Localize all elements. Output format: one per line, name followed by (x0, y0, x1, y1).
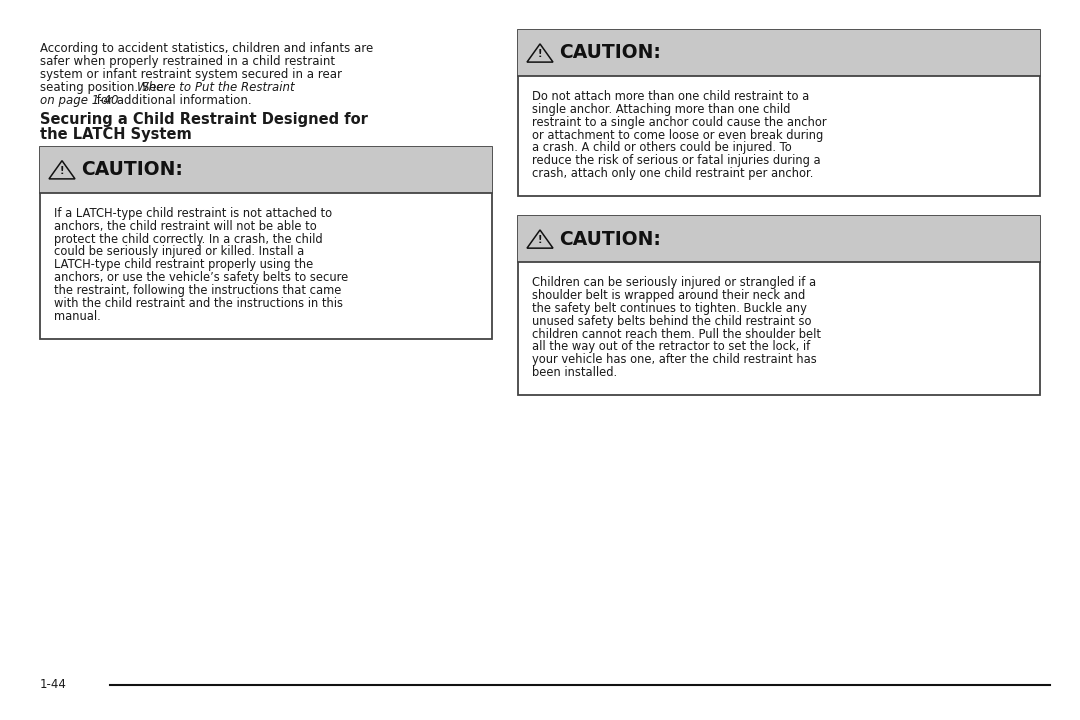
Text: Do not attach more than one child restraint to a: Do not attach more than one child restra… (532, 90, 809, 103)
Text: single anchor. Attaching more than one child: single anchor. Attaching more than one c… (532, 103, 791, 116)
Text: safer when properly restrained in a child restraint: safer when properly restrained in a chil… (40, 55, 335, 68)
Text: Where to Put the Restraint: Where to Put the Restraint (137, 81, 295, 94)
Text: or attachment to come loose or even break during: or attachment to come loose or even brea… (532, 129, 823, 142)
Text: CAUTION:: CAUTION: (559, 43, 661, 63)
Text: restraint to a single anchor could cause the anchor: restraint to a single anchor could cause… (532, 116, 826, 129)
Text: protect the child correctly. In a crash, the child: protect the child correctly. In a crash,… (54, 233, 323, 246)
Text: been installed.: been installed. (532, 366, 617, 379)
Text: the LATCH System: the LATCH System (40, 127, 192, 142)
Text: CAUTION:: CAUTION: (559, 230, 661, 248)
Text: reduce the risk of serious or fatal injuries during a: reduce the risk of serious or fatal inju… (532, 154, 821, 167)
Text: !: ! (538, 235, 542, 246)
Text: shoulder belt is wrapped around their neck and: shoulder belt is wrapped around their ne… (532, 289, 806, 302)
Text: on page 1-40: on page 1-40 (40, 94, 119, 107)
Bar (40, 147, 492, 338)
Text: your vehicle has one, after the child restraint has: your vehicle has one, after the child re… (532, 354, 816, 366)
Bar (518, 30, 1040, 196)
Text: unused safety belts behind the child restraint so: unused safety belts behind the child res… (532, 315, 811, 328)
Text: 1-44: 1-44 (40, 678, 67, 691)
Text: anchors, or use the vehicle’s safety belts to secure: anchors, or use the vehicle’s safety bel… (54, 271, 348, 284)
Text: Children can be seriously injured or strangled if a: Children can be seriously injured or str… (532, 276, 816, 289)
Text: children cannot reach them. Pull the shoulder belt: children cannot reach them. Pull the sho… (532, 328, 821, 341)
Polygon shape (49, 161, 75, 179)
Text: seating position. See: seating position. See (40, 81, 167, 94)
Text: Securing a Child Restraint Designed for: Securing a Child Restraint Designed for (40, 112, 368, 127)
Text: According to accident statistics, children and infants are: According to accident statistics, childr… (40, 42, 374, 55)
Text: If a LATCH-type child restraint is not attached to: If a LATCH-type child restraint is not a… (54, 207, 333, 220)
Text: !: ! (59, 166, 64, 176)
Text: manual.: manual. (54, 310, 100, 323)
Bar (518, 216, 1040, 395)
Text: the restraint, following the instructions that came: the restraint, following the instruction… (54, 284, 341, 297)
Text: LATCH-type child restraint properly using the: LATCH-type child restraint properly usin… (54, 258, 313, 271)
Bar (40, 147, 492, 193)
Text: a crash. A child or others could be injured. To: a crash. A child or others could be inju… (532, 141, 792, 155)
Polygon shape (527, 230, 553, 248)
Text: the safety belt continues to tighten. Buckle any: the safety belt continues to tighten. Bu… (532, 302, 807, 315)
Polygon shape (527, 44, 553, 62)
Text: system or infant restraint system secured in a rear: system or infant restraint system secure… (40, 68, 342, 81)
Text: all the way out of the retractor to set the lock, if: all the way out of the retractor to set … (532, 341, 810, 354)
Text: crash, attach only one child restraint per anchor.: crash, attach only one child restraint p… (532, 167, 813, 180)
Text: anchors, the child restraint will not be able to: anchors, the child restraint will not be… (54, 220, 316, 233)
Text: for additional information.: for additional information. (93, 94, 252, 107)
Bar (518, 216, 1040, 262)
Text: !: ! (538, 49, 542, 59)
Bar (518, 30, 1040, 76)
Text: could be seriously injured or killed. Install a: could be seriously injured or killed. In… (54, 246, 305, 258)
Text: CAUTION:: CAUTION: (81, 161, 183, 179)
Text: with the child restraint and the instructions in this: with the child restraint and the instruc… (54, 297, 343, 310)
